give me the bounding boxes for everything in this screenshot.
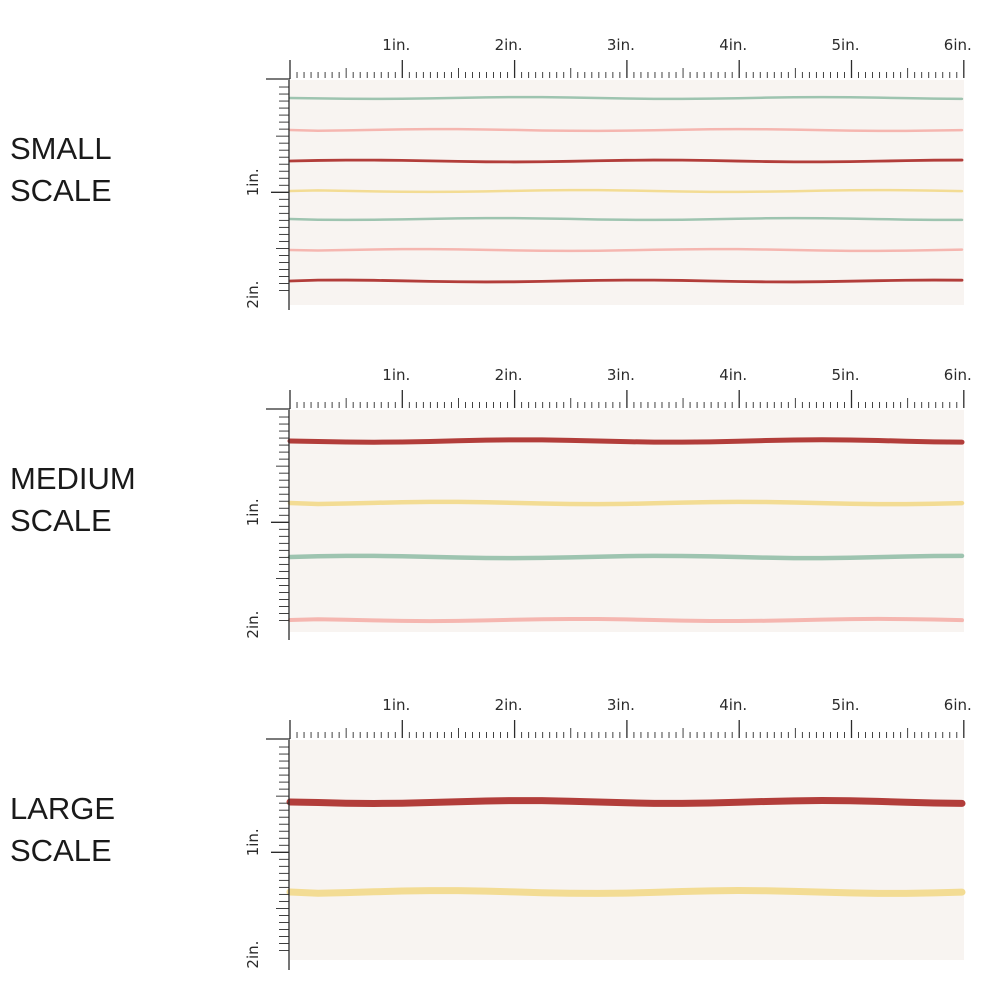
ruler-swatch: 1in. 2in. 3in. 4in. 5in. 6in. 1in. 2in. — [244, 366, 972, 640]
horizontal-ruler-label: 5in. — [832, 366, 860, 384]
horizontal-ruler-label: 3in. — [607, 36, 635, 54]
ruler-swatch: 1in. 2in. 3in. 4in. 5in. 6in. 1in. 2in. — [244, 36, 972, 310]
vertical-ruler-label: 1in. — [244, 498, 262, 526]
horizontal-ruler-label: 5in. — [832, 36, 860, 54]
large-scale-panel: LARGE SCALE 1in. 2in. 3in. 4in. 5in. 6in. 1in.… — [0, 660, 1000, 990]
fabric-swatch — [290, 410, 964, 632]
fabric-swatch — [290, 740, 964, 960]
horizontal-ruler-label: 1in. — [382, 696, 410, 714]
vertical-ruler-label: 2in. — [244, 941, 262, 969]
medium-scale-panel: MEDIUM SCALE 1in. 2in. 3in. 4in. 5in. 6in. 1in… — [0, 330, 1000, 660]
vertical-ruler-label: 1in. — [244, 828, 262, 856]
stripe — [287, 437, 965, 445]
horizontal-ruler-label: 1in. — [382, 36, 410, 54]
stripe — [288, 616, 964, 624]
vertical-ruler-label: 2in. — [244, 611, 262, 639]
horizontal-ruler-label: 3in. — [607, 696, 635, 714]
stripe — [288, 278, 964, 284]
stripe — [288, 127, 964, 133]
stripe — [286, 887, 966, 897]
vertical-ruler-label: 2in. — [244, 281, 262, 309]
horizontal-ruler-label: 4in. — [719, 36, 747, 54]
stripe — [287, 553, 965, 561]
stripe — [288, 188, 964, 194]
small-scale-panel: SMALL SCALE 1in. 2in. 3in. 4in. 5in. 6in. 1in.… — [0, 0, 1000, 330]
stripe — [288, 247, 964, 253]
horizontal-ruler-label: 6in. — [944, 36, 972, 54]
horizontal-ruler-label: 2in. — [495, 36, 523, 54]
ruler-swatch: 1in. 2in. 3in. 4in. 5in. 6in. 1in. 2in. — [244, 696, 972, 970]
scale-label: MEDIUM SCALE — [10, 461, 136, 538]
stripe — [287, 499, 965, 507]
scale-label: SMALL SCALE — [10, 131, 112, 208]
horizontal-ruler-label: 6in. — [944, 696, 972, 714]
stripe — [288, 158, 964, 164]
horizontal-ruler-label: 5in. — [832, 696, 860, 714]
scale-label: LARGE SCALE — [10, 791, 116, 868]
horizontal-ruler-label: 4in. — [719, 366, 747, 384]
stripe — [288, 216, 964, 222]
horizontal-ruler-label: 2in. — [495, 696, 523, 714]
horizontal-ruler-label: 6in. — [944, 366, 972, 384]
horizontal-ruler-label: 2in. — [495, 366, 523, 384]
vertical-ruler-label: 1in. — [244, 168, 262, 196]
horizontal-ruler-label: 4in. — [719, 696, 747, 714]
horizontal-ruler-label: 1in. — [382, 366, 410, 384]
horizontal-ruler-label: 3in. — [607, 366, 635, 384]
stripe — [288, 95, 964, 101]
stripe — [286, 797, 966, 807]
